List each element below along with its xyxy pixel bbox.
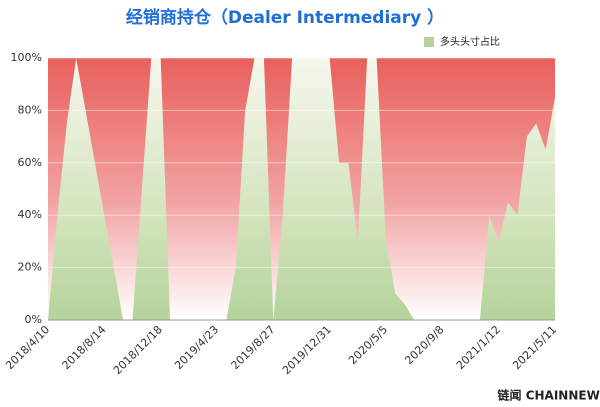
legend-swatch (424, 37, 434, 47)
y-tick-label: 100% (11, 51, 42, 64)
y-tick-label: 40% (18, 208, 42, 221)
x-tick-label: 2018/8/14 (59, 323, 108, 372)
x-tick-label: 2019/12/31 (280, 323, 334, 377)
y-tick-label: 0% (25, 313, 42, 326)
y-tick-label: 60% (18, 156, 42, 169)
x-tick-label: 2019/8/27 (228, 323, 277, 372)
x-tick-label: 2018/4/10 (3, 323, 52, 372)
x-tick-label: 2020/9/8 (402, 323, 446, 367)
source: 链闻 CHAINNEWS (498, 388, 600, 403)
chart-title: 经销商持仓（Dealer Intermediary ） (126, 7, 444, 28)
x-tick-label: 2019/4/23 (172, 323, 221, 372)
legend-label: 多头头寸占比 (440, 35, 500, 48)
y-tick-label: 20% (18, 261, 42, 274)
x-tick-label: 2020/5/5 (346, 323, 390, 367)
y-tick-label: 80% (18, 103, 42, 116)
area (48, 58, 555, 320)
x-tick-label: 2018/12/18 (111, 323, 165, 377)
x-tick-label: 2021/1/12 (454, 323, 503, 372)
x-tick-label: 2021/5/11 (510, 323, 559, 372)
